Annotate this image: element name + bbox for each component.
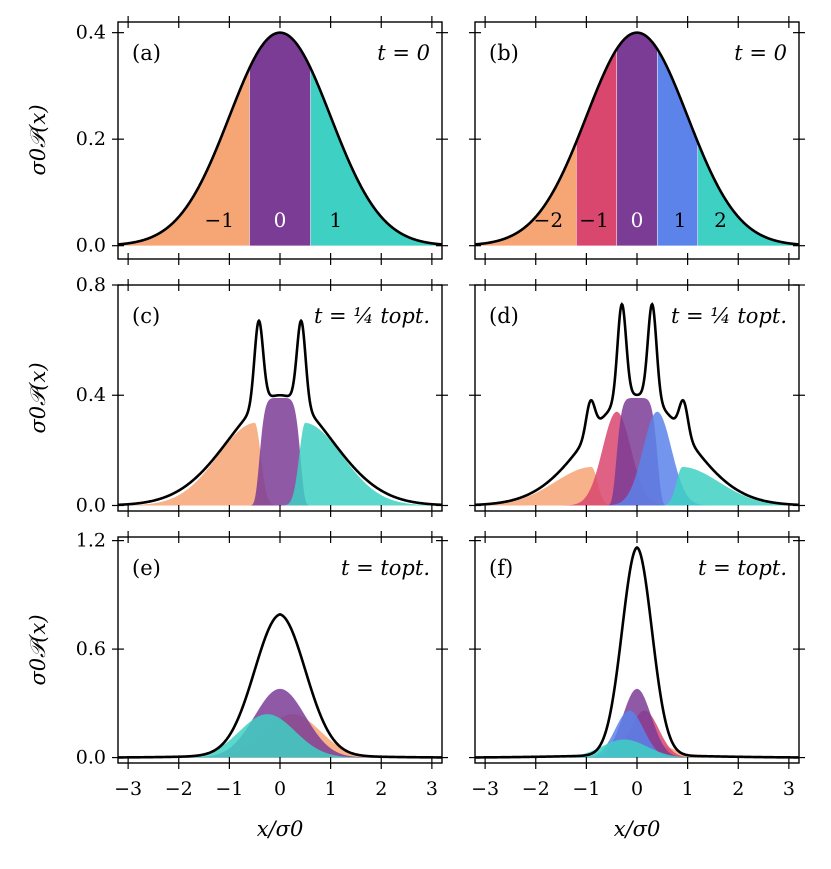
x-axis-title-left: x/σ0 <box>257 817 304 841</box>
bin-label: 1 <box>674 208 687 232</box>
y-tick-label: 0.4 <box>76 22 106 44</box>
x-tick-label: 1 <box>325 778 337 800</box>
bin-area-1 <box>310 68 442 246</box>
panel-c: 0.0 0.4 0.8 (c) t = ¼ topt. <box>76 274 448 517</box>
total-density-line <box>118 318 442 507</box>
total-density-line <box>475 302 799 507</box>
plot-area <box>118 318 442 507</box>
x-tick-label: −3 <box>114 778 142 800</box>
y-tick-label: 0.0 <box>76 747 106 769</box>
bin-area-−2 <box>475 142 576 246</box>
panel-e: −3 −2 −1 0 1 2 3 0.0 0.6 1.2 (e) t = topt. <box>76 530 448 800</box>
panel-tag: (c) <box>132 304 160 328</box>
panel-tag: (b) <box>489 41 519 65</box>
y-tick-label: 0.8 <box>76 274 106 296</box>
panel-tag: (e) <box>132 556 161 580</box>
y-tick-label: 0.6 <box>76 638 106 660</box>
x-tick-label: −1 <box>572 778 600 800</box>
panel-tag: (f) <box>489 556 513 580</box>
x-tick-label: −3 <box>471 778 499 800</box>
y-axis-title-top: σ0𝒫(x) <box>26 104 50 175</box>
bin-area-2 <box>698 142 799 246</box>
panel-f: −3 −2 −1 0 1 2 3 (f) t = topt. <box>469 531 805 800</box>
y-tick-label: 0.4 <box>76 384 106 406</box>
x-tick-label: 3 <box>783 778 795 800</box>
x-tick-label: 3 <box>426 778 438 800</box>
x-tick-label: 2 <box>375 778 387 800</box>
plot-area <box>475 302 799 507</box>
y-tick-label: 0.2 <box>76 128 106 150</box>
bin-area-1 <box>657 49 698 246</box>
x-tick-label: 1 <box>682 778 694 800</box>
bin-label: −1 <box>579 208 608 232</box>
time-label: t = 0 <box>734 41 787 65</box>
component-area <box>118 714 442 758</box>
y-axis-title-bottom: σ0𝒫(x) <box>26 614 50 685</box>
bin-label: 1 <box>329 208 342 232</box>
component-area <box>475 739 799 758</box>
y-axis-title-middle: σ0𝒫(x) <box>26 362 50 433</box>
y-tick-label: 0.0 <box>76 235 106 257</box>
panel-a: −1 0 1 0.0 0.2 0.4 (a) t = 0 <box>76 16 448 265</box>
total-density-line <box>118 613 442 759</box>
component-area-1 <box>118 422 442 506</box>
component-area-−2 <box>475 466 799 506</box>
panel-tag: (d) <box>489 304 519 328</box>
x-tick-label: 0 <box>274 778 286 800</box>
bin-area-0 <box>617 32 657 246</box>
bin-label: 2 <box>714 208 727 232</box>
plot-area <box>475 31 799 246</box>
total-density-line <box>475 546 799 759</box>
time-label: t = topt. <box>341 556 430 580</box>
x-tick-label: 2 <box>732 778 744 800</box>
component-area-2 <box>475 466 799 506</box>
bin-area-−1 <box>118 68 250 246</box>
time-label: t = ¼ topt. <box>314 304 430 328</box>
panel-b: −2 −1 0 1 2 (b) t = 0 <box>469 16 805 265</box>
x-tick-label: 0 <box>631 778 643 800</box>
bin-label: −2 <box>534 208 563 232</box>
component-area-−1 <box>118 422 442 506</box>
time-label: t = 0 <box>377 41 430 65</box>
y-tick-label: 1.2 <box>76 530 106 552</box>
x-tick-label: −2 <box>165 778 193 800</box>
panel-d: (d) t = ¼ topt. <box>469 279 805 517</box>
plot-area <box>118 613 442 759</box>
time-label: t = topt. <box>698 556 787 580</box>
bin-area-0 <box>249 32 311 246</box>
component-area <box>475 710 799 758</box>
component-area-0 <box>475 398 799 506</box>
y-tick-label: 0.0 <box>76 494 106 516</box>
x-tick-label: −2 <box>522 778 550 800</box>
component-area-0 <box>118 398 442 506</box>
x-tick-label: −1 <box>215 778 243 800</box>
x-axis-title-right: x/σ0 <box>614 817 661 841</box>
time-label: t = ¼ topt. <box>671 304 787 328</box>
bin-label: 0 <box>274 208 287 232</box>
bin-label: −1 <box>205 208 234 232</box>
component-area-1 <box>475 411 799 506</box>
panel-tag: (a) <box>132 41 161 65</box>
bin-label: 0 <box>631 208 644 232</box>
plot-area <box>118 31 442 246</box>
bin-area-−1 <box>576 49 617 246</box>
total-density-line <box>475 31 799 246</box>
total-density-line <box>118 31 442 246</box>
plot-area <box>475 546 799 759</box>
